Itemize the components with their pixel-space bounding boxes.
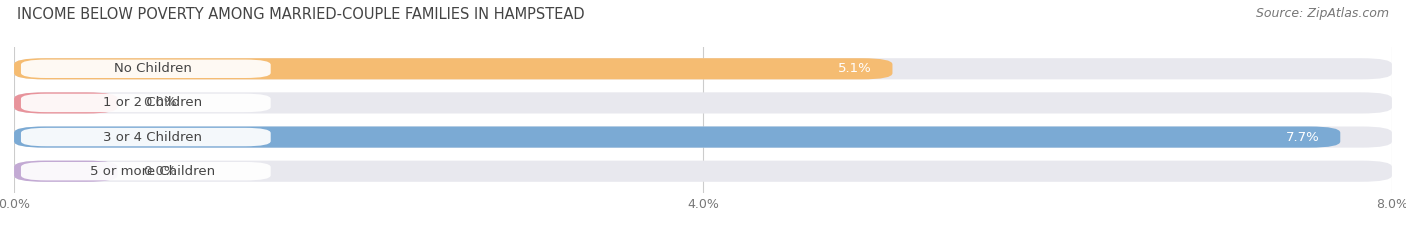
FancyBboxPatch shape [14, 58, 893, 79]
FancyBboxPatch shape [14, 92, 1392, 113]
FancyBboxPatch shape [21, 94, 271, 112]
Text: 0.0%: 0.0% [143, 96, 177, 110]
FancyBboxPatch shape [14, 127, 1340, 148]
Text: 0.0%: 0.0% [143, 165, 177, 178]
FancyBboxPatch shape [14, 92, 118, 113]
FancyBboxPatch shape [14, 127, 1392, 148]
FancyBboxPatch shape [21, 162, 271, 180]
Text: 3 or 4 Children: 3 or 4 Children [103, 130, 202, 144]
FancyBboxPatch shape [14, 161, 1392, 182]
Text: 7.7%: 7.7% [1286, 130, 1320, 144]
Text: 1 or 2 Children: 1 or 2 Children [103, 96, 202, 110]
Text: 5 or more Children: 5 or more Children [90, 165, 215, 178]
Text: 5.1%: 5.1% [838, 62, 872, 75]
Text: Source: ZipAtlas.com: Source: ZipAtlas.com [1256, 7, 1389, 20]
FancyBboxPatch shape [21, 128, 271, 146]
FancyBboxPatch shape [14, 58, 1392, 79]
Text: No Children: No Children [114, 62, 191, 75]
FancyBboxPatch shape [21, 60, 271, 78]
Text: INCOME BELOW POVERTY AMONG MARRIED-COUPLE FAMILIES IN HAMPSTEAD: INCOME BELOW POVERTY AMONG MARRIED-COUPL… [17, 7, 585, 22]
FancyBboxPatch shape [14, 161, 118, 182]
